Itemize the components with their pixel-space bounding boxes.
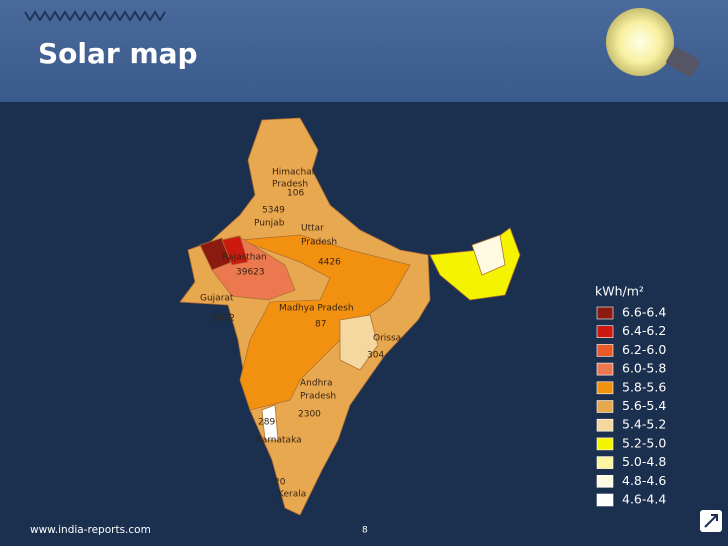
- region-value: 1072: [212, 314, 235, 324]
- legend-swatch: [596, 306, 614, 320]
- slide-title: Solar map: [38, 37, 198, 70]
- region-name: Uttar: [301, 224, 324, 234]
- legend-swatch: [596, 381, 614, 395]
- region-name: Rajasthan: [222, 253, 267, 263]
- region-name: Orissa: [373, 334, 401, 344]
- region-name: Gujarat: [200, 294, 234, 304]
- legend-swatch: [596, 493, 614, 507]
- legend-label: 5.6-5.4: [622, 398, 666, 413]
- region-value: 289: [258, 418, 275, 428]
- page-number: 8: [362, 526, 368, 536]
- legend-title: kWh/m²: [595, 284, 644, 299]
- legend-label: 6.0-5.8: [622, 361, 666, 376]
- region-labels: HimachalPradesh106Punjab5349UttarPradesh…: [200, 168, 401, 500]
- legend-swatch: [596, 362, 614, 376]
- legend-label: 6.4-6.2: [622, 323, 666, 338]
- legend-label: 5.8-5.6: [622, 379, 666, 394]
- india-map: [179, 117, 521, 516]
- legend-label: 6.2-6.0: [622, 342, 666, 357]
- region-value: 39623: [236, 268, 265, 278]
- legend-label: 5.2-5.0: [622, 435, 666, 450]
- legend-swatch: [596, 325, 614, 339]
- region-name: Karnataka: [256, 436, 302, 446]
- region-name: Pradesh: [272, 180, 308, 190]
- region-name: Madhya Pradesh: [279, 304, 354, 314]
- legend-swatch: [596, 474, 614, 488]
- legend-label: 5.4-5.2: [622, 417, 666, 432]
- legend-swatch: [596, 400, 614, 413]
- legend-label: 4.8-4.6: [622, 473, 666, 488]
- legend-swatch: [596, 456, 614, 469]
- region-name: Kerala: [278, 490, 306, 500]
- region-value: 4426: [318, 258, 341, 268]
- region-value: 87: [315, 320, 326, 330]
- region-name: Punjab: [254, 219, 285, 229]
- region-value: 106: [287, 189, 304, 199]
- legend-label: 4.6-4.4: [622, 492, 666, 507]
- region-name: Andhra: [300, 379, 333, 389]
- nav-icon[interactable]: [700, 510, 722, 532]
- legend-swatch: [596, 418, 614, 432]
- bulb-icon: [606, 8, 700, 78]
- legend-label: 5.0-4.8: [622, 454, 666, 469]
- footer-url: www.india-reports.com: [30, 524, 151, 536]
- region-name: Pradesh: [300, 392, 336, 402]
- region-value: 304: [367, 351, 384, 361]
- region-value: 5349: [262, 206, 285, 216]
- wave-decoration: [24, 10, 166, 22]
- legend-swatch: [596, 437, 614, 451]
- region-name: Himachal: [272, 168, 314, 178]
- region-name: Pradesh: [301, 238, 337, 248]
- region-value: 2300: [298, 410, 321, 420]
- legend: 6.6-6.4 6.4-6.2 6.2-6.0 6.0-5.8 5.8-5.6 5.6-5…: [596, 305, 666, 507]
- legend-swatch: [596, 344, 614, 357]
- region-value: 20: [274, 478, 286, 488]
- legend-label: 6.6-6.4: [622, 305, 666, 320]
